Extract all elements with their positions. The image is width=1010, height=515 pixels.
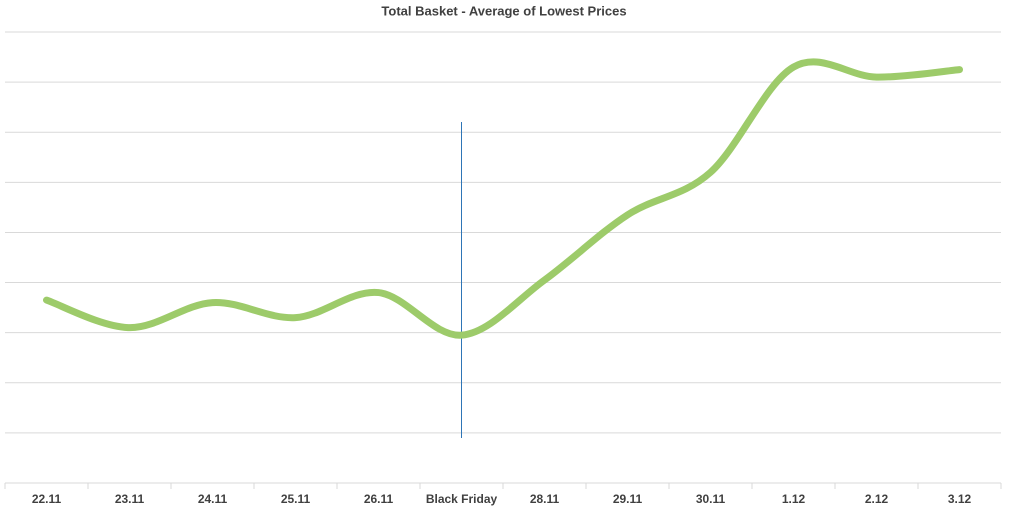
x-tick-label: 29.11 <box>613 492 643 506</box>
x-tick-label: 25.11 <box>281 492 311 506</box>
x-tick-label: 28.11 <box>530 492 560 506</box>
line-series <box>43 58 963 339</box>
x-tick-label: 23.11 <box>115 492 145 506</box>
chart-title: Total Basket - Average of Lowest Prices <box>381 3 626 18</box>
x-tick-label: 1.12 <box>782 492 806 506</box>
x-tick-label: 26.11 <box>364 492 394 506</box>
x-tick-label: 30.11 <box>696 492 726 506</box>
x-tick-label: 22.11 <box>32 492 62 506</box>
x-tick-label: 3.12 <box>948 492 972 506</box>
x-tick-label: Black Friday <box>426 492 498 506</box>
x-tick-label: 2.12 <box>865 492 889 506</box>
x-tick-label: 24.11 <box>198 492 228 506</box>
